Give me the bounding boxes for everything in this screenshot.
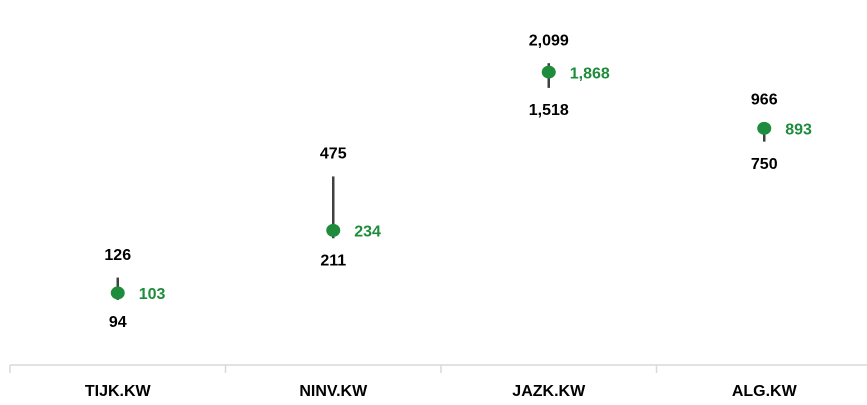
high-label: 2,099 (529, 32, 569, 49)
low-label: 211 (320, 252, 346, 269)
x-tick-label: TIJK.KW (85, 383, 152, 400)
value-label: 1,868 (570, 65, 610, 82)
value-marker (110, 286, 125, 300)
value-label: 103 (139, 286, 166, 303)
x-tick-label: JAZK.KW (512, 383, 586, 400)
low-label: 750 (751, 156, 778, 173)
low-label: 1,518 (529, 102, 569, 119)
high-label: 966 (751, 92, 778, 109)
high-label: 126 (104, 247, 131, 264)
value-marker (757, 121, 772, 135)
value-marker (326, 223, 341, 237)
x-tick-label: NINV.KW (299, 383, 368, 400)
high-label: 475 (320, 146, 347, 163)
value-label: 893 (785, 122, 812, 139)
x-tick-label: ALG.KW (732, 383, 798, 400)
value-label: 234 (354, 224, 381, 241)
value-marker (541, 65, 556, 79)
low-label: 94 (109, 314, 127, 331)
